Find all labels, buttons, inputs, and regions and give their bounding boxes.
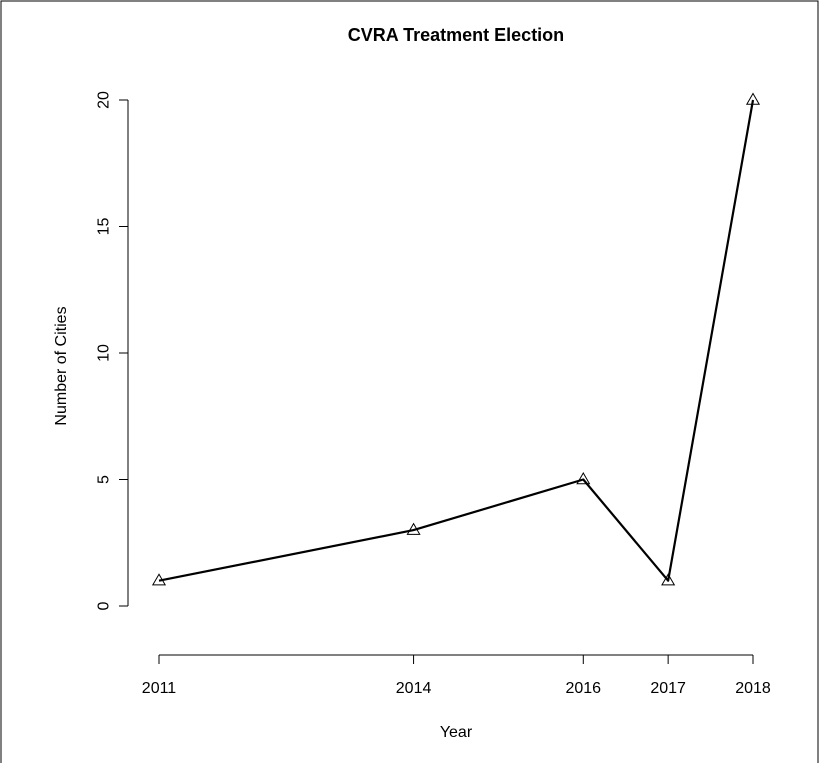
x-axis: 2011 2014 2016 2017 2018 xyxy=(142,654,771,697)
data-point-marker xyxy=(745,92,761,105)
y-axis-label: Number of Cities xyxy=(53,306,70,425)
x-tick-label: 2016 xyxy=(565,680,601,697)
y-tick-label: 5 xyxy=(96,475,113,484)
data-point-marker xyxy=(661,573,676,586)
x-tick-label: 2017 xyxy=(650,680,686,697)
series-line xyxy=(158,99,755,582)
y-axis: 0 5 10 15 20 xyxy=(96,91,129,610)
x-tick-label: 2011 xyxy=(142,680,177,697)
data-point-marker xyxy=(151,573,167,586)
y-tick-label: 20 xyxy=(96,91,113,109)
series-line-group xyxy=(158,99,755,582)
chart-title: CVRA Treatment Election xyxy=(348,25,564,45)
data-markers xyxy=(151,92,761,586)
x-tick-label: 2014 xyxy=(396,680,432,697)
data-point-marker xyxy=(576,471,591,485)
y-tick-label: 15 xyxy=(96,218,113,236)
y-tick-label: 0 xyxy=(96,601,113,610)
data-point-marker xyxy=(406,522,421,535)
x-axis-label: Year xyxy=(440,724,473,741)
x-tick-label: 2018 xyxy=(735,680,771,697)
y-tick-label: 10 xyxy=(96,344,113,362)
